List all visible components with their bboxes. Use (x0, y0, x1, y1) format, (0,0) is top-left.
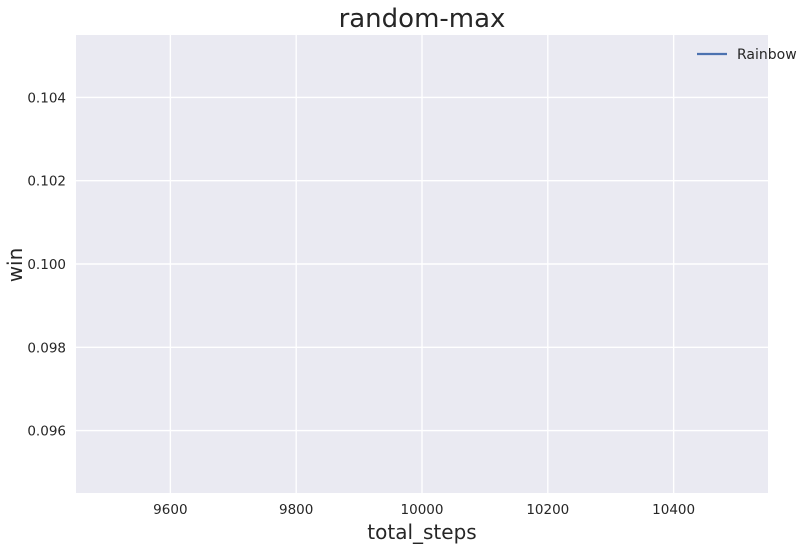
y-tick-label: 0.100 (27, 257, 66, 273)
y-axis-ticks: 0.096 0.098 0.100 0.102 0.104 (27, 90, 66, 439)
x-axis-label: total_steps (367, 520, 476, 544)
y-tick-label: 0.098 (27, 340, 66, 356)
x-tick-label: 9800 (279, 502, 313, 518)
legend: Rainbow (697, 47, 797, 63)
y-tick-label: 0.102 (27, 174, 66, 190)
y-tick-label: 0.096 (27, 424, 66, 440)
x-axis-ticks: 9600 9800 10000 10200 10400 (153, 502, 695, 518)
x-tick-label: 10200 (526, 502, 569, 518)
y-tick-label: 0.104 (27, 90, 66, 106)
legend-label: Rainbow (737, 47, 797, 63)
y-axis-label: win (3, 248, 27, 283)
x-tick-label: 10000 (401, 502, 444, 518)
x-tick-label: 10400 (652, 502, 695, 518)
grid-lines (76, 35, 768, 493)
chart-title: random-max (339, 4, 506, 34)
x-tick-label: 9600 (153, 502, 187, 518)
